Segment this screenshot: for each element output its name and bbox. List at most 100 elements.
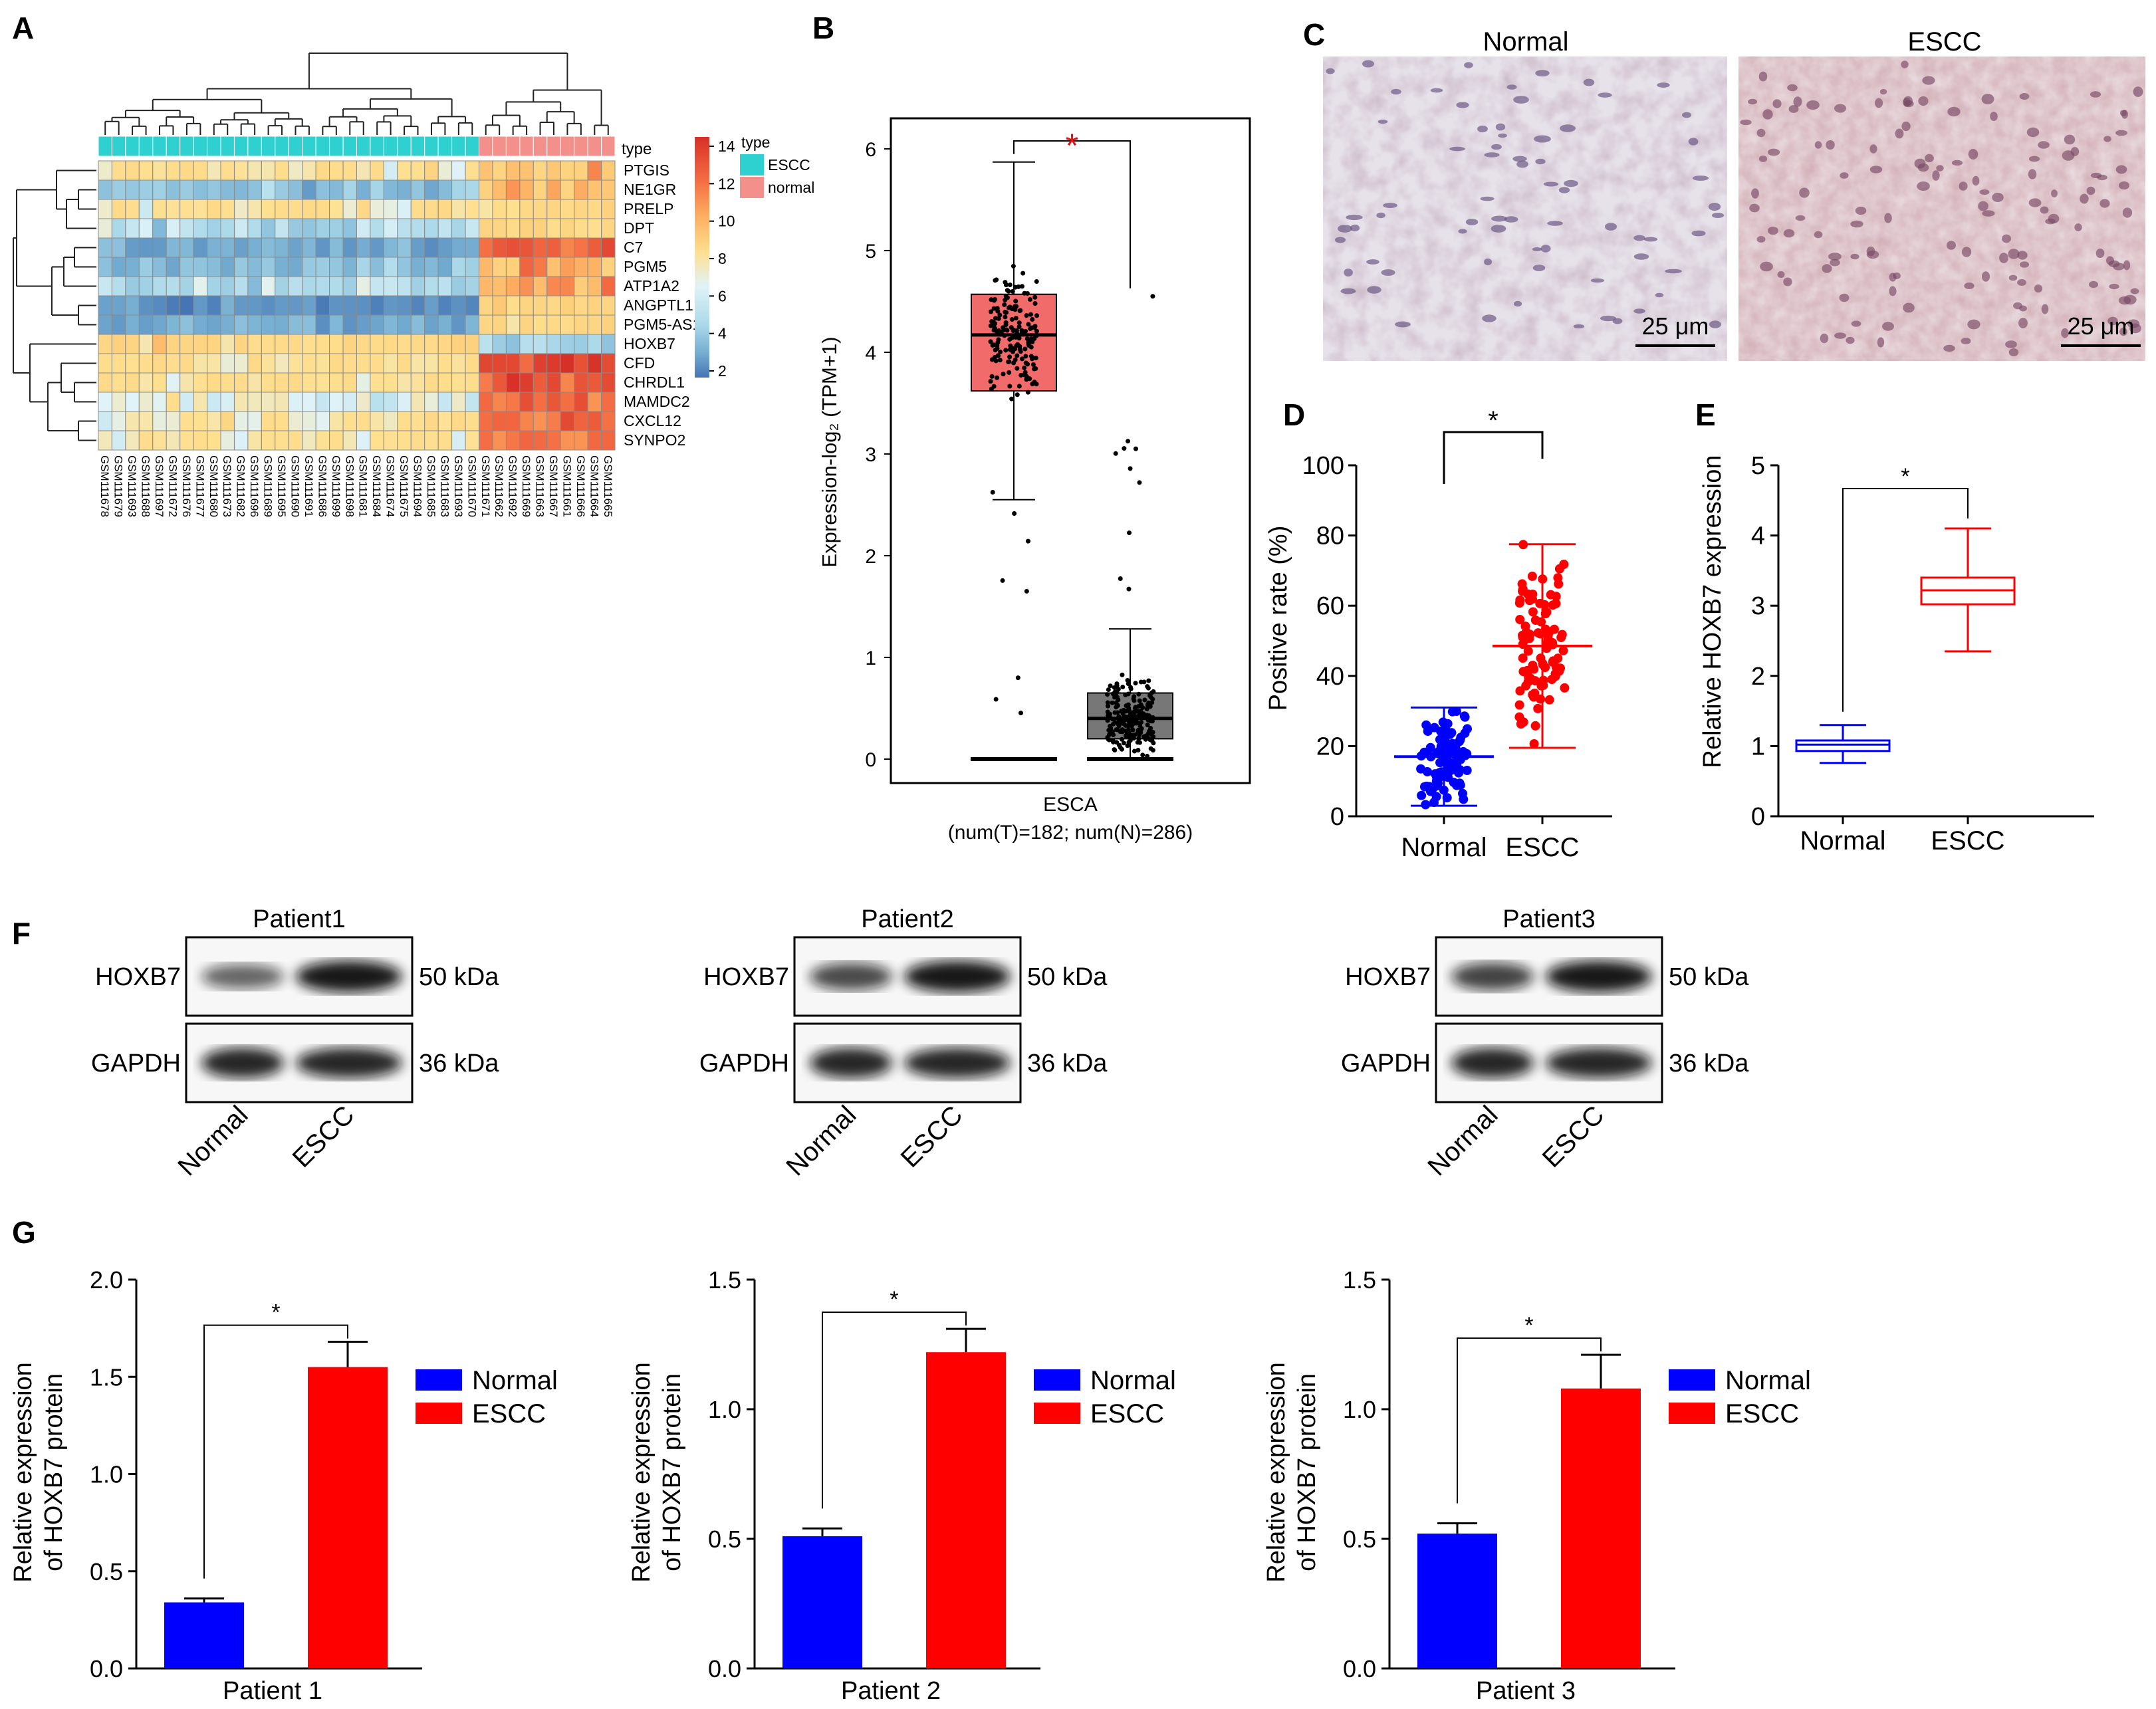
tumor-point (1032, 301, 1038, 306)
heatmap-cell (356, 218, 371, 239)
heatmap-cell (383, 334, 398, 354)
heatmap-cell (193, 334, 208, 354)
nucleus (2008, 249, 2020, 259)
normal-point (1423, 767, 1432, 776)
tumor-point (1032, 294, 1038, 300)
nucleus (1573, 324, 1585, 329)
heatmap-cell (111, 160, 126, 181)
heatmap-cell (533, 257, 548, 277)
heatmap-cell (465, 334, 479, 354)
heatmap-cell (505, 430, 521, 451)
nucleus (2028, 169, 2037, 179)
nucleus (1932, 170, 1940, 181)
nucleus (1783, 229, 1795, 238)
heatmap-cell (370, 160, 384, 181)
annotation-cell (560, 136, 575, 157)
sample-label: GSM111679 (112, 455, 125, 517)
heatmap-cell (315, 160, 330, 181)
tumor-point (999, 330, 1005, 335)
heatmap-cell (397, 392, 412, 412)
heatmap-cell (587, 295, 602, 316)
heatmap-cell (451, 314, 466, 335)
heatmap-cell (342, 334, 357, 354)
lane-label-normal: Normal (172, 1100, 253, 1181)
heatmap-cell (166, 392, 181, 412)
nucleus (1895, 128, 1904, 139)
heatmap-cell (98, 218, 112, 239)
normal-point (1105, 700, 1110, 705)
heatmap-cell (234, 372, 249, 393)
colorbar-tick-label: 2 (718, 362, 727, 380)
heatmap-cell (125, 199, 140, 219)
nucleus (1947, 241, 1956, 250)
ihc-texture-normal (1323, 57, 1727, 361)
legend-swatch-escc (740, 154, 764, 175)
nucleus (1793, 96, 1802, 107)
nucleus (2107, 316, 2118, 326)
nucleus (1377, 119, 1388, 124)
sample-label: GSM111665 (602, 455, 614, 517)
heatmap-cell (492, 199, 507, 219)
heatmap-cell (220, 295, 235, 316)
heatmap-cell (315, 295, 330, 316)
y-tick-label: 20 (1316, 733, 1344, 760)
heatmap-cell (111, 430, 126, 451)
heatmap-cell (560, 411, 575, 431)
panel-label-f: F (12, 916, 31, 951)
y-tick-label: 4 (865, 342, 876, 364)
heatmap-cell (356, 372, 371, 393)
normal-point (1146, 678, 1151, 683)
patient-title: Patient2 (861, 905, 953, 933)
panel-label-d: D (1283, 398, 1305, 432)
heatmap-cell (410, 372, 425, 393)
nucleus (1665, 269, 1682, 274)
heatmap-cell (383, 218, 398, 239)
tumor-point (1028, 344, 1034, 350)
normal-point (1112, 685, 1117, 690)
tumor-point (1022, 365, 1027, 370)
heatmap-cell (315, 372, 330, 393)
sample-label: GSM111682 (235, 455, 247, 517)
gene-label: CXCL12 (624, 412, 681, 429)
heatmap-cell (492, 257, 507, 277)
heatmap-cell (288, 353, 303, 374)
heatmap-cell (479, 392, 493, 412)
heatmap-cell (437, 411, 453, 431)
heatmap-cell (546, 160, 561, 181)
y-tick-label: 1.0 (1343, 1396, 1376, 1423)
heatmap-cell (193, 237, 208, 258)
nucleus (1850, 253, 1859, 260)
nucleus (1961, 337, 1971, 345)
normal-point (1141, 679, 1147, 685)
heatmap-cell (465, 179, 479, 200)
heatmap-cell (275, 160, 289, 181)
heatmap-cell (356, 430, 371, 451)
normal-point (1119, 709, 1124, 714)
x-tick-label-escc: ESCC (1505, 833, 1579, 862)
heatmap-cell (247, 179, 262, 200)
tumor-point (1006, 288, 1011, 294)
heatmap-cell (410, 276, 425, 296)
nucleus (1806, 100, 1820, 110)
heatmap-cell (288, 372, 303, 393)
nucleus (1482, 314, 1497, 322)
y-tick-label: 0.0 (1343, 1655, 1376, 1682)
band-gapdh-normal (810, 1048, 892, 1078)
normal-point (1462, 766, 1472, 775)
nucleus (1917, 163, 1929, 172)
annotation-cell (125, 136, 140, 157)
nucleus (2002, 234, 2011, 243)
heatmap-cell (342, 314, 357, 335)
bar-chart-patient-1: 0.0 0.5 1.0 1.5 2.0 Relative expression of HOX… (9, 1266, 558, 1705)
heatmap-cell (329, 314, 344, 335)
escc-point (1550, 669, 1560, 679)
heatmap-cell (465, 199, 479, 219)
heatmap-cell (342, 392, 357, 412)
lane-label-normal: Normal (1422, 1100, 1503, 1181)
normal-point (1110, 700, 1115, 705)
heatmap-cell (492, 430, 507, 451)
normal-point (1114, 705, 1119, 710)
legend-label-escc: ESCC (1090, 1399, 1164, 1428)
heatmap-cell (220, 179, 235, 200)
heatmap-cell (437, 372, 453, 393)
